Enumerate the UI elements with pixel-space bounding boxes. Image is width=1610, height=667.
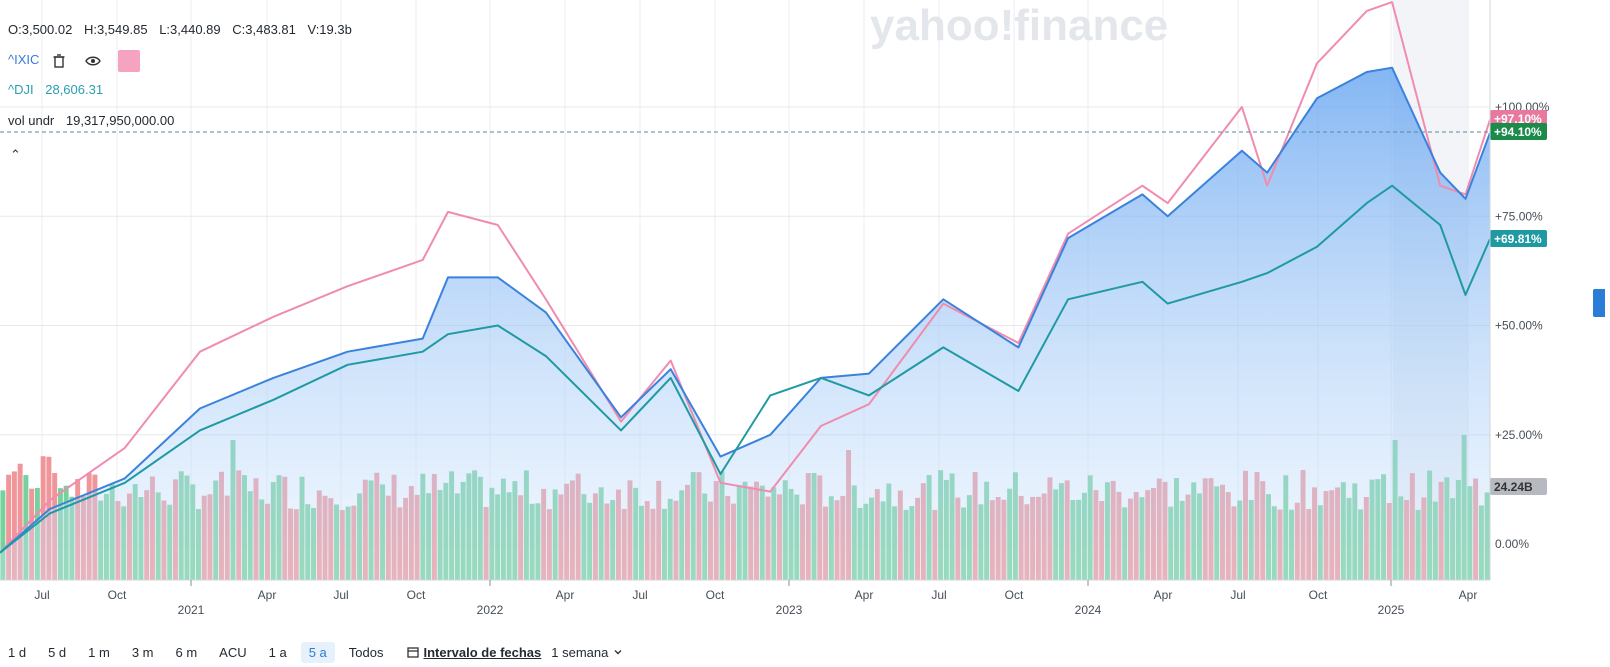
x-tick-year: 2021	[178, 603, 205, 617]
volume-bar	[0, 490, 6, 580]
range-6m-button[interactable]: 6 m	[175, 644, 198, 660]
comparison-dji-row: ^DJI 28,606.31	[8, 82, 111, 97]
date-range-button[interactable]: Intervalo de fechas	[407, 645, 541, 660]
price-tag-bg	[1490, 123, 1547, 140]
series-line-0	[0, 1, 1491, 554]
x-tick-month: Apr	[855, 588, 874, 602]
x-tick-month: Jul	[632, 588, 647, 602]
price-tag-label: +69.81%	[1494, 232, 1542, 246]
volume-label: vol undr	[8, 113, 55, 128]
date-range-label: Intervalo de fechas	[423, 644, 542, 660]
range-5d-button[interactable]: 5 d	[48, 644, 67, 660]
comparison-symbol-ixic[interactable]: ^IXIC	[8, 52, 40, 68]
range-1m-button[interactable]: 1 m	[88, 644, 110, 660]
range-1d-button[interactable]: 1 d	[8, 644, 27, 660]
volume-row: vol undr 19,317,950,000.00	[8, 113, 182, 128]
calendar-icon	[407, 647, 420, 658]
x-tick-month: Jul	[34, 588, 49, 602]
x-tick-month: Oct	[706, 588, 725, 602]
x-tick-year: 2025	[1378, 603, 1405, 617]
trash-icon[interactable]	[51, 53, 67, 69]
volume-value: V:19.3b	[307, 22, 352, 37]
volume-bar	[11, 471, 17, 580]
ohlcv-legend: O:3,500.02 H:3,549.85 L:3,440.89 C:3,483…	[8, 22, 360, 37]
x-tick-month: Oct	[407, 588, 426, 602]
range-5y-button[interactable]: 5 a	[300, 641, 335, 663]
comparison-ixic-row: ^IXIC	[8, 50, 148, 72]
price-tag-label: +94.10%	[1494, 125, 1542, 139]
volume-row-value: 19,317,950,000.00	[65, 113, 175, 128]
interval-label: 1 semana	[551, 644, 609, 660]
yahoo-finance-logo: yahoo!finance	[870, 1, 1168, 50]
y-tick-label: +75.00%	[1495, 209, 1543, 223]
x-tick-year: 2023	[776, 603, 803, 617]
range-ytd-button[interactable]: ACU	[219, 644, 247, 660]
price-tag-bg	[1490, 478, 1547, 495]
range-toolbar: 1 d 5 d 1 m 3 m 6 m ACU 1 a 5 a Todos In…	[0, 640, 623, 664]
comparison-symbol-dji[interactable]: ^DJI	[8, 82, 34, 97]
y-tick-label: 0.00%	[1495, 537, 1529, 551]
x-tick-month: Apr	[1154, 588, 1173, 602]
volume-bar	[6, 474, 12, 580]
chevron-down-icon	[614, 650, 622, 655]
eye-icon[interactable]	[84, 53, 101, 69]
y-tick-label: +50.00%	[1495, 319, 1543, 333]
x-tick-month: Apr	[556, 588, 575, 602]
close-value: C:3,483.81	[232, 22, 296, 37]
interval-dropdown[interactable]: 1 semana	[551, 645, 623, 660]
x-tick-month: Jul	[931, 588, 946, 602]
x-tick-month: Apr	[1459, 588, 1478, 602]
y-tick-label: +25.00%	[1495, 428, 1543, 442]
side-panel-toggle[interactable]	[1593, 289, 1605, 317]
comparison-value-dji: 28,606.31	[45, 82, 104, 97]
price-tag-bg	[1490, 230, 1547, 247]
series-color-swatch[interactable]	[118, 50, 141, 72]
x-tick-month: Oct	[108, 588, 127, 602]
volume-bar	[23, 475, 29, 580]
x-tick-month: Oct	[1005, 588, 1024, 602]
x-tick-month: Jul	[1230, 588, 1245, 602]
range-all-button[interactable]: Todos	[348, 644, 384, 660]
x-tick-month: Oct	[1309, 588, 1328, 602]
high-value: H:3,549.85	[83, 22, 148, 37]
price-tag-label: +97.10%	[1494, 112, 1542, 126]
x-tick-month: Apr	[258, 588, 277, 602]
x-tick-year: 2024	[1075, 603, 1102, 617]
series-line-2	[0, 184, 1491, 554]
series-area-fill	[0, 67, 1490, 580]
x-tick-month: Jul	[333, 588, 348, 602]
range-1y-button[interactable]: 1 a	[268, 644, 287, 660]
x-tick-year: 2022	[477, 603, 504, 617]
low-value: L:3,440.89	[159, 22, 221, 37]
open-value: O:3,500.02	[8, 22, 73, 37]
price-tag-label: 24.24B	[1494, 480, 1533, 494]
collapse-legend-icon[interactable]: ⌃	[10, 147, 21, 162]
volume-bar	[17, 463, 23, 580]
range-3m-button[interactable]: 3 m	[131, 644, 154, 660]
price-tag-bg	[1490, 110, 1547, 127]
